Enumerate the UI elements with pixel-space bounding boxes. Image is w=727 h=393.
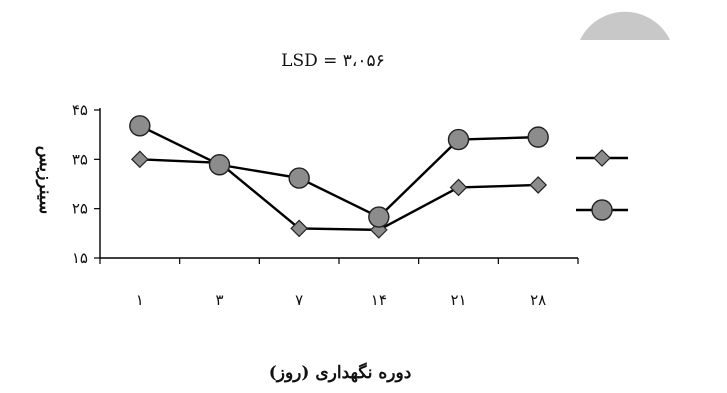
data-point-circle [368,206,390,228]
data-point-circle [288,167,310,189]
y-axis-ticks: ۱۵ ۲۵ ۳۵ ۴۵ [72,101,100,267]
y-tick-label: ۱۵ [72,249,88,267]
series-1 [130,150,548,239]
data-point-diamond [529,176,548,194]
data-point-circle [129,115,151,137]
x-tick-label: ۲۱ [450,291,466,309]
x-axis-ticks: ۱ ۳ ۷ ۱۴ ۲۱ ۲۸ [99,258,579,309]
x-axis-label: دوره نگهداری (روز) [269,362,412,383]
x-tick-label: ۱۴ [371,291,387,309]
legend-item: سیب [576,149,727,168]
legend-marker [591,199,613,221]
series-2 [129,115,549,228]
y-axis-label: سینرزیس [35,146,55,215]
y-tick-label: ۴۵ [72,101,88,119]
data-point-circle [447,128,470,151]
series-line [139,158,539,232]
data-point-circle [208,154,231,176]
data-point-diamond [290,219,309,238]
x-tick-label: ۳ [215,291,223,309]
chart-title: LSD = ۳،۰۵۶ [281,51,385,71]
x-tick-label: ۷ [295,291,303,309]
data-point-diamond [130,150,149,169]
x-tick-label: ۲۸ [530,291,546,309]
axes [99,108,578,259]
y-tick-label: ۳۵ [72,150,88,168]
legend-marker [593,149,611,167]
series-line [139,124,539,219]
series-layer [129,115,549,239]
decorative-arc-shape [580,11,670,40]
data-point-diamond [449,178,468,197]
y-tick-label: ۲۵ [72,200,88,218]
legend: سیب توت فرنگی [576,149,727,221]
legend-item: توت فرنگی [576,199,727,221]
data-point-circle [527,126,549,148]
x-tick-label: ۱ [136,291,144,309]
